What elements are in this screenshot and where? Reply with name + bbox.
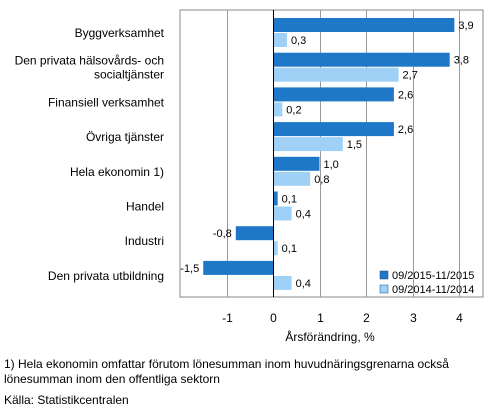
bar bbox=[273, 67, 399, 82]
data-label: 0,1 bbox=[282, 194, 297, 206]
data-label: 0,2 bbox=[286, 104, 301, 116]
category-label: Industri bbox=[125, 234, 164, 248]
category-label: Den privata hälsovårds- och socialtjänste… bbox=[15, 54, 164, 82]
bar bbox=[273, 171, 311, 186]
legend-label: 09/2015-11/2015 bbox=[392, 270, 474, 282]
bar bbox=[273, 87, 394, 102]
x-tick-label: 3 bbox=[410, 311, 417, 325]
legend-swatch bbox=[379, 270, 389, 280]
category-label: Handel bbox=[126, 200, 164, 214]
data-label: -0,8 bbox=[213, 228, 232, 240]
category-label: Övriga tjänster bbox=[86, 130, 164, 144]
data-label: 1,0 bbox=[324, 159, 339, 171]
legend: 09/2015-11/2015 09/2014-11/2014 bbox=[379, 270, 474, 296]
bar bbox=[203, 260, 273, 275]
bar bbox=[273, 52, 450, 67]
data-label: 3,8 bbox=[454, 55, 469, 67]
x-tick-labels: -1 0 1 2 3 4 bbox=[222, 311, 463, 325]
data-label: 1,5 bbox=[347, 139, 362, 151]
data-label: -1,5 bbox=[180, 263, 199, 275]
bar bbox=[273, 275, 292, 290]
bar bbox=[273, 33, 287, 47]
data-label: 0,4 bbox=[296, 278, 311, 290]
x-tick-label: 1 bbox=[317, 311, 324, 325]
bar bbox=[273, 241, 278, 256]
data-label: 0,1 bbox=[282, 243, 297, 255]
data-label: 2,6 bbox=[398, 89, 413, 101]
value-labels: 3,9 0,3 3,8 2,7 2,6 0,2 2,6 1,5 1,0 0,8 0,1 0,4 -0,8… bbox=[180, 20, 473, 290]
legend-swatch bbox=[379, 284, 389, 294]
data-label: 0,8 bbox=[314, 174, 329, 186]
bar bbox=[273, 137, 343, 152]
category-labels: Byggverksamhet Den privata hälsovårds- oc… bbox=[15, 26, 165, 283]
source-note: Källa: Statistikcentralen bbox=[4, 393, 129, 407]
data-label: 2,7 bbox=[403, 70, 418, 82]
bar bbox=[273, 102, 283, 117]
bar-chart: Byggverksamhet Den privata hälsovårds- oc… bbox=[15, 9, 484, 344]
bar bbox=[273, 156, 320, 171]
category-label: Finansiell verksamhet bbox=[48, 95, 165, 109]
data-label: 2,6 bbox=[398, 124, 413, 136]
category-label: Den privata utbildning bbox=[48, 269, 164, 283]
plot-frame bbox=[179, 9, 484, 298]
x-axis-label: Årsförändring, % bbox=[285, 329, 375, 344]
data-label: 3,9 bbox=[458, 20, 473, 32]
data-label: 0,4 bbox=[296, 209, 311, 221]
footnote: 1) Hela ekonomin omfattar förutom lönesu… bbox=[4, 357, 449, 386]
bars bbox=[203, 18, 455, 290]
x-tick-label: 0 bbox=[270, 311, 277, 325]
bar bbox=[235, 226, 273, 241]
legend-label: 09/2014-11/2014 bbox=[392, 284, 474, 296]
bar bbox=[273, 206, 292, 221]
bar bbox=[273, 191, 278, 206]
data-label: 0,3 bbox=[291, 35, 306, 47]
x-tick-label: -1 bbox=[222, 311, 233, 325]
x-tick-label: 4 bbox=[456, 311, 463, 325]
bar bbox=[273, 18, 455, 32]
category-label: Hela ekonomin 1) bbox=[70, 165, 164, 179]
bar bbox=[273, 122, 394, 137]
x-tick-label: 2 bbox=[363, 311, 370, 325]
category-label: Byggverksamhet bbox=[75, 26, 165, 40]
